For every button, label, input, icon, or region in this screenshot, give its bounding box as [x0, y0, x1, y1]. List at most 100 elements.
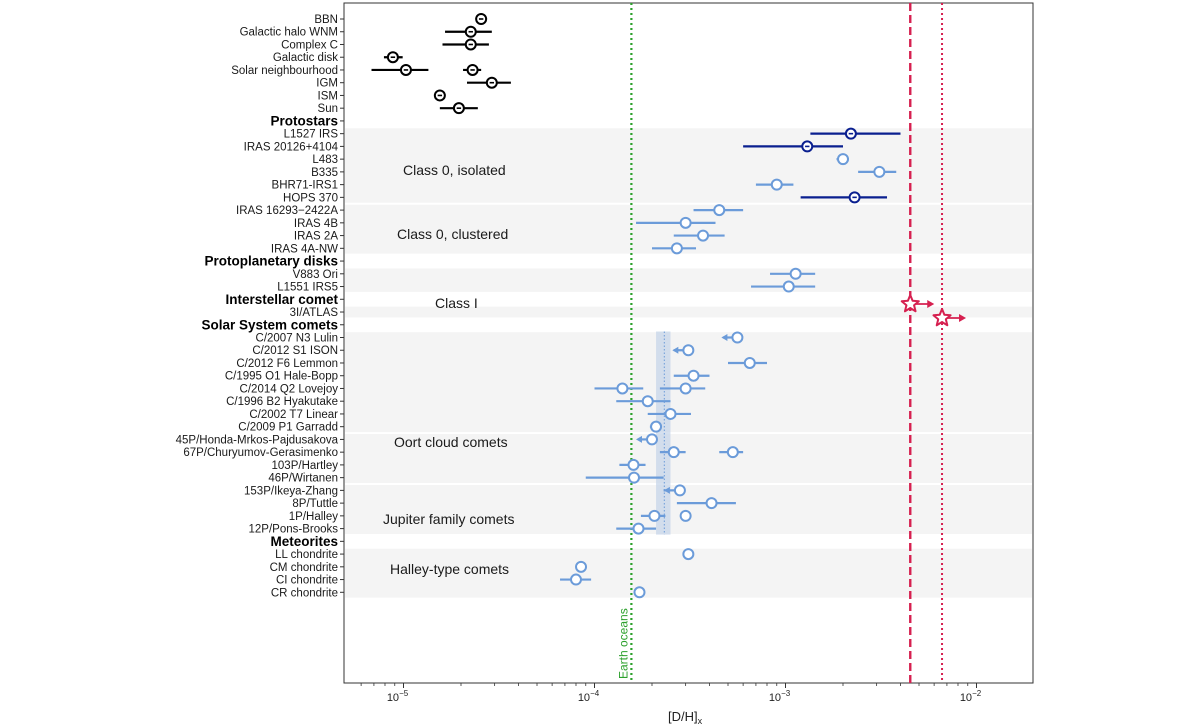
data-point: [697, 229, 710, 242]
row-shade-band: [345, 204, 1032, 254]
data-row: [900, 294, 967, 327]
group-label: Protoplanetary disks: [204, 254, 338, 269]
row-label: Solar neighbourhood: [231, 65, 338, 77]
upper-limit-arrow: [663, 486, 670, 494]
reference-lines: Earth oceans: [616, 3, 944, 683]
data-row: [616, 395, 671, 408]
upper-limit-arrow: [672, 346, 679, 354]
data-row: [673, 229, 725, 242]
data-point: [673, 484, 686, 497]
row-label: B335: [311, 167, 338, 179]
x-axis-label: [D/H]x: [668, 709, 703, 726]
row-label: IRAS 20126+4104: [244, 141, 339, 153]
data-rows: [371, 13, 967, 599]
row-label: HOPS 370: [283, 192, 338, 204]
data-point: [682, 344, 695, 357]
row-label: IRAS 4B: [294, 218, 338, 230]
data-row: [858, 165, 897, 178]
data-row: [659, 446, 744, 459]
row-label: IRAS 4A-NW: [271, 243, 338, 255]
row-label: 12P/Pons-Brooks: [249, 524, 339, 536]
data-point: [641, 395, 654, 408]
data-row: [743, 140, 843, 153]
group-label: Meteorites: [270, 534, 338, 549]
group-label: Interstellar comet: [225, 292, 338, 307]
data-point: [705, 497, 718, 510]
x-tick-exponent: −3: [781, 689, 791, 698]
row-label: 1P/Halley: [289, 511, 338, 523]
data-row: [616, 522, 657, 535]
data-point: [575, 560, 588, 573]
row-label: 3I/ATLAS: [290, 307, 339, 319]
annotation-class1: Class I: [435, 295, 478, 311]
upper-limit-arrow: [635, 435, 642, 443]
x-tick-label: 10−3: [769, 689, 791, 704]
row-label: C/2014 Q2 Lovejoy: [240, 383, 339, 395]
row-label: 103P/Hartley: [272, 460, 339, 472]
data-point: [713, 204, 726, 217]
data-row: [636, 216, 716, 229]
data-row: [751, 280, 816, 293]
plot-frame: [343, 2, 1034, 684]
row-label: 45P/Honda-Mrkos-Pajdusakova: [176, 434, 339, 446]
upper-limit-arrow: [721, 334, 728, 341]
data-point: [679, 216, 692, 229]
row-label: C/1995 O1 Hale-Bopp: [225, 371, 338, 383]
data-row: [676, 497, 736, 510]
row-label: IRAS 2A: [294, 231, 338, 243]
row-label: C/2002 T7 Linear: [249, 409, 338, 421]
row-label: 67P/Churyumov-Gerasimenko: [183, 447, 338, 459]
data-row: [475, 13, 488, 25]
data-point: [628, 471, 641, 484]
row-label: BBN: [314, 14, 338, 26]
star-marker: [900, 294, 920, 313]
row-label: Sun: [318, 103, 338, 115]
annotation-jupiter-family: Jupiter family comets: [383, 511, 514, 527]
x-axis-label-main: [D/H]: [668, 709, 698, 724]
data-point: [633, 586, 646, 599]
x-axis-label-subscript: x: [698, 716, 703, 726]
lower-limit-arrow: [927, 300, 935, 309]
data-row: [649, 420, 663, 433]
data-point: [650, 420, 663, 433]
data-row: [673, 369, 710, 382]
row-label: L1551 IRS5: [277, 282, 338, 294]
data-row: [619, 458, 646, 471]
data-point: [873, 165, 886, 178]
row-shade-band: [345, 306, 1032, 318]
x-tick-base: 10: [769, 692, 781, 704]
data-point: [679, 382, 692, 395]
data-point: [687, 369, 700, 382]
row-shade-band: [345, 485, 1032, 534]
data-point: [726, 446, 739, 459]
data-row: [682, 548, 695, 561]
row-label: BHR71-IRS1: [272, 180, 338, 192]
data-row: [633, 586, 646, 599]
data-row: [755, 178, 794, 191]
data-row: [575, 560, 588, 573]
row-label: 46P/Wirtanen: [268, 473, 338, 485]
annotation-class0-isolated: Class 0, isolated: [403, 162, 506, 178]
data-row: [800, 191, 888, 204]
earth-oceans-label: Earth oceans: [616, 608, 630, 679]
data-row: [728, 356, 767, 369]
row-label: Galactic halo WNM: [240, 27, 338, 39]
class-annotations: Class 0, isolated Class 0, clustered Cla…: [383, 162, 514, 577]
data-row: [371, 63, 482, 76]
data-point: [743, 356, 756, 369]
data-point: [770, 178, 783, 191]
data-row: [594, 382, 706, 395]
row-label: IGM: [316, 78, 338, 90]
row-label: Complex C: [281, 39, 338, 51]
data-row: [439, 102, 478, 115]
data-row: [585, 471, 664, 484]
row-label: Galactic disk: [273, 52, 338, 64]
row-label: L483: [312, 154, 338, 166]
x-tick-base: 10: [578, 692, 590, 704]
row-label: CR chondrite: [271, 587, 338, 599]
row-label: CM chondrite: [270, 562, 338, 574]
row-shade-band: [345, 434, 1032, 484]
x-tick-base: 10: [387, 692, 399, 704]
row-shading: [345, 128, 1032, 598]
